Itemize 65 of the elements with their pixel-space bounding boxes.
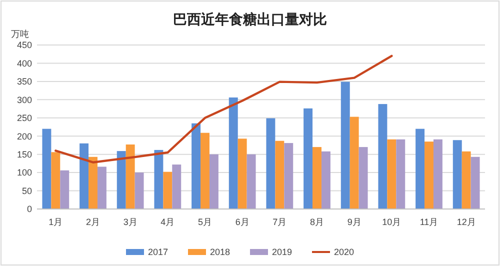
bar <box>80 143 89 209</box>
bar <box>172 164 182 209</box>
y-tick-label: 200 <box>16 131 32 142</box>
bar <box>350 116 359 209</box>
bar <box>424 142 434 209</box>
line-series <box>54 54 393 164</box>
bar <box>275 140 284 209</box>
y-tick-label: 50 <box>22 186 32 196</box>
bar <box>321 151 330 209</box>
bar <box>60 170 70 209</box>
bar <box>340 82 350 209</box>
y-tick-label: 350 <box>16 76 32 87</box>
legend-label: 2018 <box>210 247 230 258</box>
bar <box>470 156 480 209</box>
legend-label: 2017 <box>148 247 168 258</box>
bar <box>378 104 388 209</box>
x-tick-label: 3月 <box>123 217 138 227</box>
bar <box>88 156 98 209</box>
bar <box>433 139 442 209</box>
y-tick-label: 450 <box>16 40 32 50</box>
bar <box>304 108 313 209</box>
bar <box>228 97 238 209</box>
x-tick-label: 7月 <box>272 217 287 227</box>
bar <box>192 123 201 209</box>
bar <box>42 128 52 209</box>
y-tick-label: 400 <box>16 58 32 68</box>
x-tick-label: 12月 <box>456 217 476 227</box>
bar <box>97 166 106 209</box>
bar <box>312 147 322 209</box>
bar <box>238 138 247 209</box>
legend-label: 2020 <box>334 247 354 258</box>
bar <box>246 154 256 209</box>
bar <box>209 154 218 209</box>
x-tick-label: 1月 <box>48 217 63 227</box>
x-tick-label: 4月 <box>160 217 175 227</box>
bar <box>126 144 135 209</box>
x-tick-label: 10月 <box>382 217 402 227</box>
chart-title: 巴西近年食糖出口量对比 <box>173 11 327 27</box>
y-tick-label: 300 <box>16 94 32 105</box>
bar <box>116 151 126 209</box>
bar <box>154 150 164 209</box>
bar <box>266 118 276 209</box>
x-tick-label: 2月 <box>86 217 100 227</box>
bar <box>452 140 462 209</box>
x-tick-label: 11月 <box>420 217 438 227</box>
x-tick-label: 8月 <box>310 217 324 227</box>
y-tick-label: 150 <box>16 149 32 160</box>
bar <box>387 139 396 209</box>
x-tick-label: 5月 <box>198 217 212 227</box>
bar <box>284 143 294 209</box>
bar <box>200 132 210 209</box>
x-tick-label: 6月 <box>235 217 250 227</box>
y-axis-title: 万吨 <box>11 29 29 39</box>
y-tick-label: 250 <box>16 113 32 124</box>
bar <box>51 152 60 209</box>
y-tick-label: 0 <box>26 204 32 214</box>
bar <box>416 128 425 209</box>
bar <box>396 139 406 209</box>
legend-label: 2019 <box>272 247 292 258</box>
bar <box>134 172 144 209</box>
bar <box>163 172 172 209</box>
bar <box>462 151 471 209</box>
x-tick-label: 9月 <box>347 217 362 227</box>
bar <box>358 147 368 209</box>
y-tick-label: 100 <box>16 168 32 178</box>
